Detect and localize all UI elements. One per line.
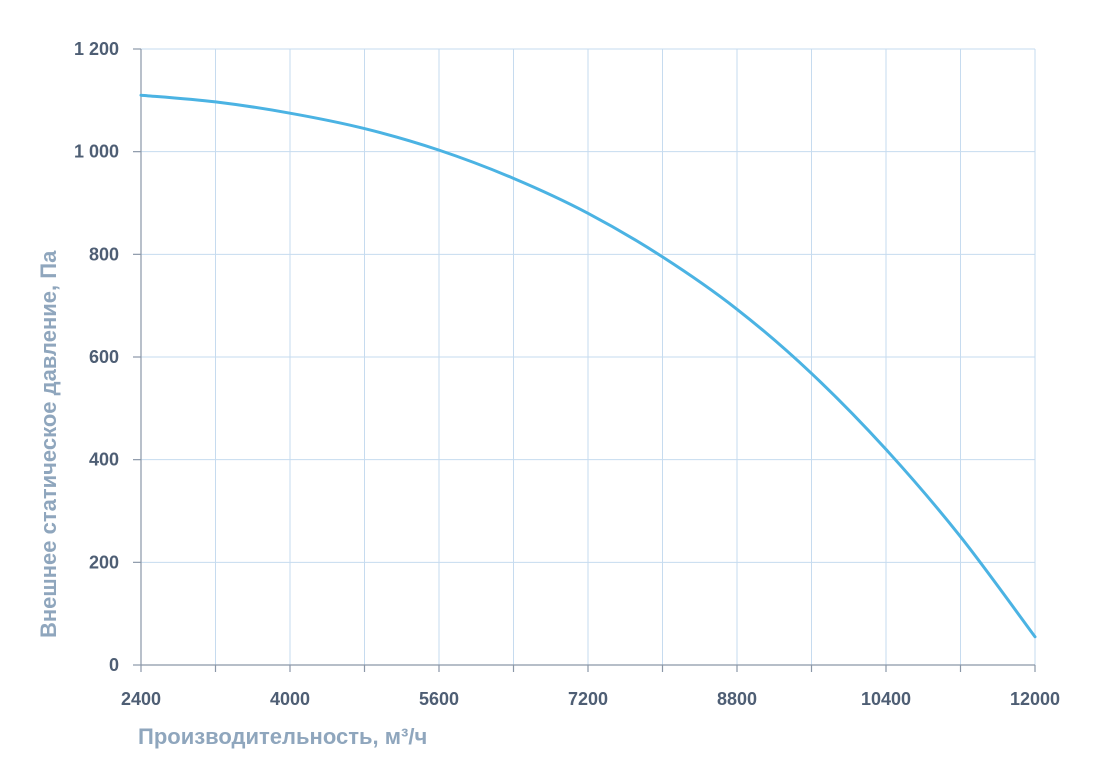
y-axis-title: Внешнее статическое давление, Па	[36, 250, 61, 638]
y-tick-label: 400	[89, 450, 119, 470]
y-tick-label: 800	[89, 244, 119, 264]
x-tick-label: 5600	[419, 689, 459, 709]
grid	[141, 48, 1036, 665]
y-tick-labels: 0 200 400 600 800 1 000 1 200	[74, 39, 119, 675]
y-tick-label: 0	[109, 655, 119, 675]
x-axis-title: Производительность, м³/ч	[138, 724, 427, 749]
axes	[133, 48, 1036, 672]
x-tick-label: 8800	[717, 689, 757, 709]
series-layer	[139, 93, 1037, 639]
x-tick-label: 12000	[1010, 689, 1060, 709]
x-tick-label: 2400	[121, 689, 161, 709]
y-tick-label: 1 000	[74, 142, 119, 162]
y-tick-label: 200	[89, 552, 119, 572]
y-tick-label: 1 200	[74, 39, 119, 59]
x-tick-label: 10400	[861, 689, 911, 709]
series-line-0	[139, 93, 1037, 639]
y-tick-label: 600	[89, 347, 119, 367]
x-tick-label: 4000	[270, 689, 310, 709]
x-tick-label: 7200	[568, 689, 608, 709]
x-tick-labels: 2400 4000 5600 7200 8800 10400 12000	[121, 689, 1060, 709]
